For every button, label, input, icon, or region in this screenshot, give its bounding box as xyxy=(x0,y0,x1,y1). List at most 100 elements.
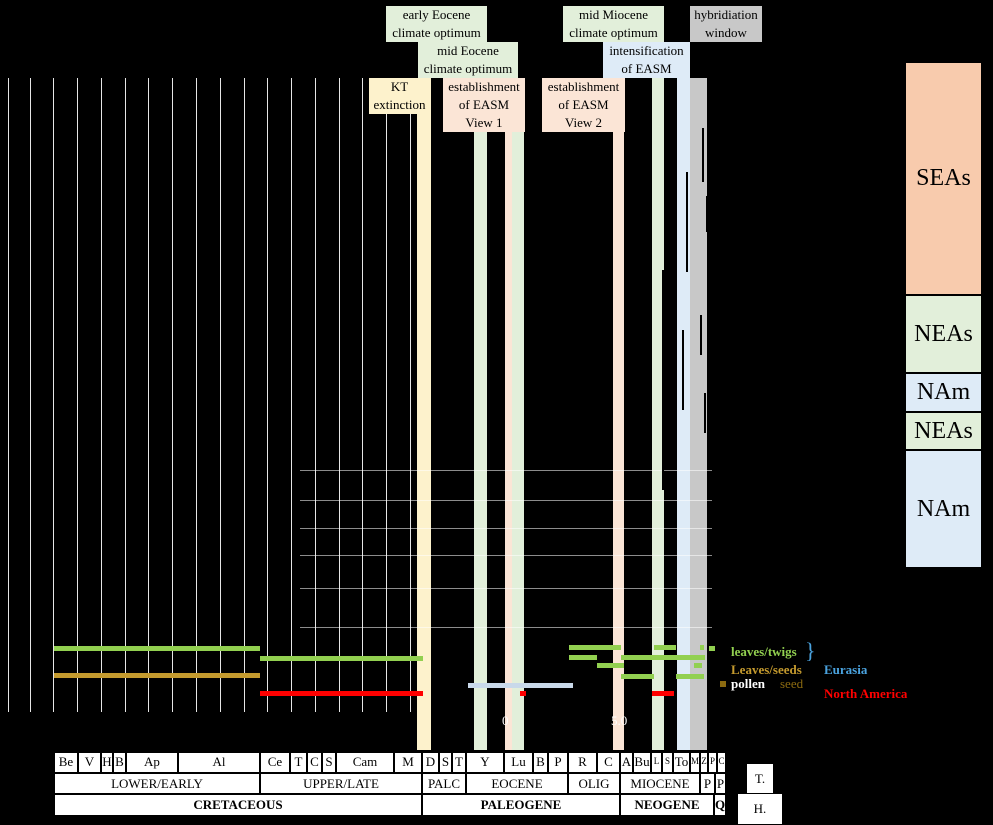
label-mid-miocene: mid Miocene climate optimum xyxy=(563,6,664,42)
fossil-bar-leaves-twigs xyxy=(700,645,704,650)
period-cell: NEOGENE xyxy=(620,794,714,816)
stage-cell: C xyxy=(597,752,620,773)
band-kt-extinction xyxy=(417,78,431,750)
time-gridline xyxy=(101,78,102,712)
stage-cell: Al xyxy=(178,752,260,773)
tree-guide-line xyxy=(300,528,712,529)
tree-branch xyxy=(704,393,706,433)
label-intensification: intensification of EASM xyxy=(603,42,690,78)
band-early-eocene xyxy=(474,78,487,750)
tree-branch xyxy=(714,472,716,512)
region-nam: NAm xyxy=(905,450,982,568)
tree-branch xyxy=(700,315,702,355)
time-gridline xyxy=(291,78,292,712)
region-nam: NAm xyxy=(905,373,982,412)
epoch-cell: P xyxy=(715,773,726,794)
epoch-cell: PALC xyxy=(422,773,466,794)
tip-box-h: H. xyxy=(737,793,783,825)
fossil-bar-leaves-twigs xyxy=(621,655,705,660)
label-early-eocene: early Eocene climate optimum xyxy=(386,6,487,42)
stage-cell: M xyxy=(690,752,700,773)
stage-cell: Ce xyxy=(260,752,290,773)
tree-branch xyxy=(662,270,664,490)
tree-branch xyxy=(702,128,704,182)
stage-cell: S xyxy=(662,752,673,773)
legend-seed: seed xyxy=(780,676,804,691)
tree-guide-line xyxy=(300,588,712,589)
tree-guide-line xyxy=(300,627,712,628)
stage-cell: D xyxy=(422,752,439,773)
tree-guide-line xyxy=(300,555,712,556)
stage-cell: P xyxy=(548,752,568,773)
epoch-cell: OLIG xyxy=(568,773,620,794)
fossil-bar-leaves-twigs xyxy=(569,645,621,650)
time-gridline xyxy=(410,78,411,712)
period-cell: CRETACEOUS xyxy=(54,794,422,816)
tree-branch xyxy=(712,128,714,158)
legend-leaves-twigs: leaves/twigs xyxy=(731,644,797,659)
legend-swatch-pollen xyxy=(720,681,726,687)
stage-cell: Bu xyxy=(633,752,651,773)
time-gridline xyxy=(125,78,126,712)
time-gridline xyxy=(53,78,54,712)
epoch-cell: MIOCENE xyxy=(620,773,700,794)
fossil-bar-leaves-twigs xyxy=(654,645,676,650)
time-gridline xyxy=(386,78,387,712)
axis-tick: 5.0 xyxy=(611,713,628,728)
stage-cell: T xyxy=(290,752,307,773)
axis-tick: 0 xyxy=(502,713,509,728)
legend-pollen: pollen xyxy=(731,676,765,691)
fossil-bar-north-america xyxy=(260,691,423,696)
fossil-bar-leaves-twigs xyxy=(54,646,260,651)
band-easm-view2 xyxy=(613,78,624,750)
tip-box-t: T. xyxy=(746,763,774,795)
legend-leaves-seeds: Leaves/seeds xyxy=(731,662,802,677)
legend-eurasia: Eurasia xyxy=(824,662,868,677)
stage-cell: H xyxy=(101,752,113,773)
tree-guide-line xyxy=(300,470,712,471)
stage-cell: Lu xyxy=(504,752,533,773)
epoch-cell: P xyxy=(700,773,715,794)
stage-cell: B xyxy=(533,752,548,773)
stage-cell: P xyxy=(708,752,717,773)
stage-cell: V xyxy=(78,752,101,773)
time-gridline xyxy=(362,78,363,712)
time-gridline xyxy=(8,78,9,712)
stage-cell: Ap xyxy=(126,752,178,773)
time-gridline xyxy=(196,78,197,712)
region-neas: NEAs xyxy=(905,295,982,373)
stage-cell: T xyxy=(452,752,466,773)
time-gridline xyxy=(220,78,221,712)
stage-cell: B xyxy=(113,752,126,773)
stage-cell: Y xyxy=(466,752,504,773)
tree-branch xyxy=(686,172,688,272)
tree-branch xyxy=(714,472,726,474)
stage-cell: A xyxy=(620,752,633,773)
stage-cell: C xyxy=(307,752,322,773)
fossil-bar-leaves-twigs xyxy=(260,656,423,661)
band-hybridization-window xyxy=(690,78,707,750)
tree-branch xyxy=(712,156,726,158)
tree-branch xyxy=(682,330,684,410)
legend-north-america: North America xyxy=(824,686,908,701)
fossil-bar-leaves-twigs xyxy=(597,663,624,668)
time-gridline xyxy=(244,78,245,712)
time-gridline xyxy=(267,78,268,712)
band-mid-eocene xyxy=(512,78,524,750)
band-mid-miocene xyxy=(652,78,664,750)
fossil-bar-leaves-twigs xyxy=(569,655,597,660)
time-gridline xyxy=(30,78,31,712)
band-easm-view1 xyxy=(505,78,512,750)
fossil-bar-leaves-seeds xyxy=(54,673,260,678)
time-gridline xyxy=(339,78,340,712)
stage-cell: Be xyxy=(54,752,78,773)
stage-cell: Cam xyxy=(336,752,394,773)
fossil-bar-leaves-twigs xyxy=(694,663,702,668)
region-neas: NEAs xyxy=(905,412,982,450)
time-gridline xyxy=(315,78,316,712)
fossil-bar-pollen xyxy=(468,683,573,688)
stage-cell: S xyxy=(322,752,336,773)
band-intensification xyxy=(677,78,690,750)
epoch-cell: UPPER/LATE xyxy=(260,773,422,794)
label-hybridization-window: hybridiation window xyxy=(690,6,762,42)
